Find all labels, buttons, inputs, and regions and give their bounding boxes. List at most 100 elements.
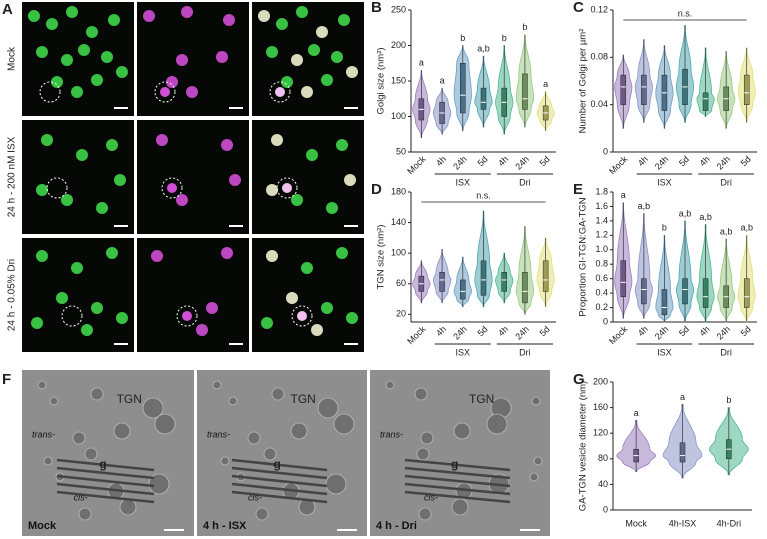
box bbox=[641, 74, 647, 105]
cisterna bbox=[404, 458, 511, 472]
annotation: n.s. bbox=[678, 8, 693, 18]
y-axis-label: TGN size (nm²) bbox=[376, 225, 387, 290]
spot bbox=[31, 317, 43, 329]
vesicle bbox=[271, 387, 285, 401]
y-axis-label: Proportion GI-TGN:GA-TGN bbox=[578, 197, 589, 316]
y-tick-label: 80 bbox=[598, 453, 608, 463]
vesicle bbox=[420, 431, 434, 445]
spot bbox=[167, 183, 177, 193]
vesicle bbox=[228, 396, 238, 406]
significance-letter: a bbox=[680, 392, 685, 402]
y-tick-label: 150 bbox=[391, 75, 406, 85]
spot bbox=[282, 183, 292, 193]
spot bbox=[308, 44, 320, 56]
spot bbox=[46, 18, 58, 30]
y-tick-label: 1.2 bbox=[595, 230, 608, 240]
tgn-label: TGN bbox=[117, 392, 142, 406]
vesicle bbox=[212, 380, 222, 390]
spot bbox=[91, 74, 103, 86]
cisterna bbox=[231, 466, 328, 480]
spot bbox=[181, 6, 193, 18]
y-tick-label: 0.12 bbox=[590, 4, 608, 14]
significance-letter: b bbox=[662, 223, 667, 233]
spot bbox=[266, 46, 278, 58]
spot bbox=[336, 139, 348, 151]
vesicle bbox=[414, 387, 428, 401]
y-tick-label: 0 bbox=[603, 316, 608, 326]
vesicle bbox=[416, 447, 430, 461]
vesicle bbox=[78, 507, 92, 521]
spot bbox=[61, 194, 73, 206]
group-label: Dri bbox=[519, 177, 531, 187]
roi-circle bbox=[46, 177, 68, 199]
spot bbox=[116, 312, 128, 324]
vesicle bbox=[453, 422, 471, 440]
box bbox=[480, 87, 487, 110]
roi-circle bbox=[39, 81, 61, 103]
cisterna bbox=[56, 482, 155, 496]
vesicle bbox=[84, 447, 98, 461]
vesicle bbox=[255, 507, 269, 521]
cisterna bbox=[56, 490, 155, 504]
spot bbox=[276, 18, 288, 30]
vesicle bbox=[113, 422, 131, 440]
spot bbox=[28, 10, 40, 22]
spot bbox=[106, 139, 118, 151]
vesicle bbox=[90, 387, 104, 401]
significance-letter: b bbox=[460, 33, 465, 43]
spot bbox=[206, 302, 218, 314]
cisterna bbox=[404, 490, 511, 504]
box bbox=[460, 279, 466, 300]
spot bbox=[196, 324, 208, 336]
y-tick-label: 0.6 bbox=[595, 273, 608, 283]
panel-label: D bbox=[371, 181, 382, 198]
y-axis-label: Golgi size (nm²) bbox=[376, 47, 387, 114]
spot bbox=[338, 14, 350, 26]
row-label: Mock bbox=[7, 46, 18, 71]
spot bbox=[275, 87, 285, 97]
vesicle bbox=[451, 498, 469, 516]
spot bbox=[331, 51, 343, 63]
roi-circle bbox=[291, 305, 313, 327]
spot bbox=[160, 87, 170, 97]
y-tick-label: 20 bbox=[396, 309, 406, 319]
vesicle bbox=[418, 507, 432, 521]
spot bbox=[106, 247, 118, 259]
significance-letter: a bbox=[419, 58, 424, 68]
spot bbox=[71, 86, 83, 98]
spot bbox=[36, 250, 48, 262]
y-tick-label: 0.8 bbox=[595, 259, 608, 269]
spot bbox=[166, 76, 178, 88]
cisterna bbox=[231, 490, 328, 504]
y-tick-label: 50 bbox=[396, 146, 406, 156]
spot bbox=[116, 66, 128, 78]
spot bbox=[306, 149, 318, 161]
group-label: ISX bbox=[657, 177, 672, 187]
group-label: ISX bbox=[456, 177, 471, 187]
cisterna bbox=[231, 482, 328, 496]
vesicle bbox=[43, 456, 53, 466]
tgn-label: TGN bbox=[469, 392, 494, 406]
spot bbox=[316, 26, 328, 38]
significance-letter: b bbox=[502, 33, 507, 43]
trans-label: trans- bbox=[32, 429, 55, 439]
box bbox=[682, 278, 688, 305]
box bbox=[620, 74, 627, 105]
vesicle bbox=[531, 396, 541, 406]
y-tick-label: 0 bbox=[603, 504, 608, 514]
spot bbox=[36, 184, 48, 196]
y-tick-label: 0 bbox=[603, 146, 608, 156]
spot bbox=[96, 202, 108, 214]
cisterna bbox=[404, 466, 511, 480]
roi-circle bbox=[269, 81, 291, 103]
box bbox=[460, 63, 466, 114]
significance-letter: a,b bbox=[720, 226, 733, 236]
vesicle bbox=[529, 472, 539, 482]
spot bbox=[321, 302, 333, 314]
vesicle bbox=[290, 422, 308, 440]
spot bbox=[41, 134, 53, 146]
spot bbox=[296, 6, 308, 18]
golgi-label: g bbox=[274, 457, 281, 471]
y-tick-label: 0.4 bbox=[595, 287, 608, 297]
group-label: ISX bbox=[657, 347, 672, 357]
